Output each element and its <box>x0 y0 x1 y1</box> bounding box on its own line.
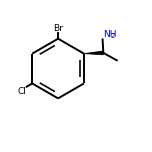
Text: 2: 2 <box>111 33 115 39</box>
Text: Br: Br <box>53 24 63 33</box>
Polygon shape <box>84 51 103 55</box>
Text: Cl: Cl <box>17 87 26 96</box>
Text: NH: NH <box>103 30 116 39</box>
